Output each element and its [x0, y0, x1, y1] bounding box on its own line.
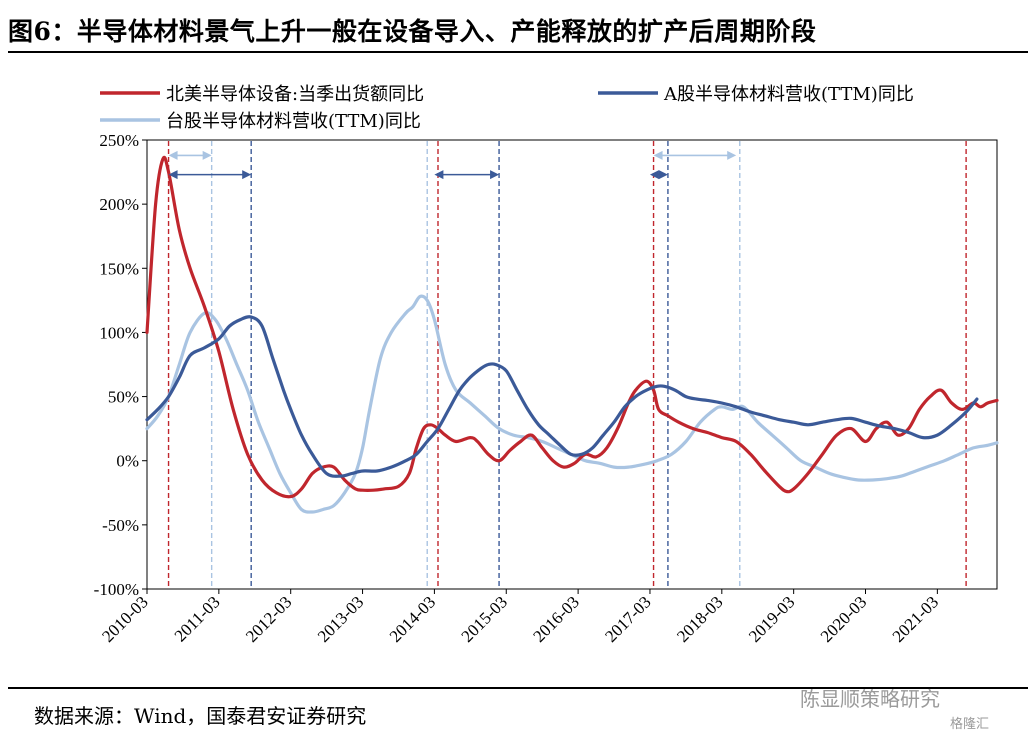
source-note: 数据来源：Wind，国泰君安证券研究	[34, 704, 367, 728]
watermark-logo: 格隆汇	[950, 717, 990, 732]
x-tick-label: 2018-03	[673, 592, 727, 646]
x-tick-label: 2014-03	[386, 592, 440, 646]
x-tick-label: 2021-03	[889, 592, 943, 646]
y-tick-label: 250%	[99, 131, 139, 150]
arrow-head-right	[658, 170, 668, 180]
x-tick-label: 2020-03	[817, 592, 871, 646]
y-tick-label: -100%	[94, 580, 139, 599]
arrow-head-right	[202, 150, 212, 160]
y-tick-label: 50%	[108, 388, 139, 407]
footer-rule	[8, 687, 1028, 689]
x-tick-label: 2013-03	[314, 592, 368, 646]
y-tick-label: 200%	[99, 195, 139, 214]
x-tick-label: 2019-03	[745, 592, 799, 646]
x-tick-label: 2012-03	[242, 592, 296, 646]
series-line-a-share	[145, 315, 979, 478]
y-tick-label: 100%	[99, 323, 139, 342]
y-tick-label: 0%	[116, 452, 139, 471]
x-tick-label: 2017-03	[601, 592, 655, 646]
x-tick-label: 2011-03	[171, 592, 224, 645]
chart-svg: -100%-50%0%50%100%150%200%250% 2010-03 20…	[94, 84, 999, 646]
x-tick-label: 2010-03	[98, 592, 152, 646]
y-tick-label: 150%	[99, 259, 139, 278]
x-axis-ticks: 2010-03 2011-03 2012-03 2013-03 2014-03 2015-…	[98, 589, 942, 646]
x-tick-label: 2015-03	[458, 592, 512, 646]
plot-frame	[146, 139, 998, 590]
series-lines	[145, 155, 999, 514]
series-line-taiwan	[145, 294, 999, 514]
arrow-head-left	[434, 170, 444, 180]
x-tick-label: 2016-03	[529, 592, 583, 646]
arrow-head-right	[242, 170, 252, 180]
figure-title: 图6：半导体材料景气上升一般在设备导入、产能释放的扩产后周期阶段	[8, 17, 817, 46]
arrow-head-right	[490, 170, 500, 180]
legend-label-red: 北美半导体设备:当季出货额同比	[166, 84, 424, 105]
arrow-head-left	[168, 150, 178, 160]
legend-label-light-blue: 台股半导体材料营收(TTM)同比	[166, 111, 421, 132]
y-axis-ticks: -100% -50% 0% 50% 100% 150% 200% 250%	[94, 131, 147, 599]
legend: 北美半导体设备:当季出货额同比 A股半导体材料营收(TTM)同比 台股半导体材料…	[100, 84, 914, 132]
y-tick-label: -50%	[102, 516, 139, 535]
arrow-head-left	[168, 170, 178, 180]
period-arrows	[168, 150, 737, 180]
arrow-head-left	[653, 150, 663, 160]
watermark: 陈显顺策略研究	[800, 687, 940, 711]
arrow-head-left	[649, 170, 659, 180]
title-rule	[8, 51, 1028, 53]
legend-label-dark-blue: A股半导体材料营收(TTM)同比	[663, 84, 914, 105]
arrow-head-right	[727, 150, 737, 160]
series-line-equipment	[145, 155, 999, 499]
period-markers	[167, 141, 967, 589]
